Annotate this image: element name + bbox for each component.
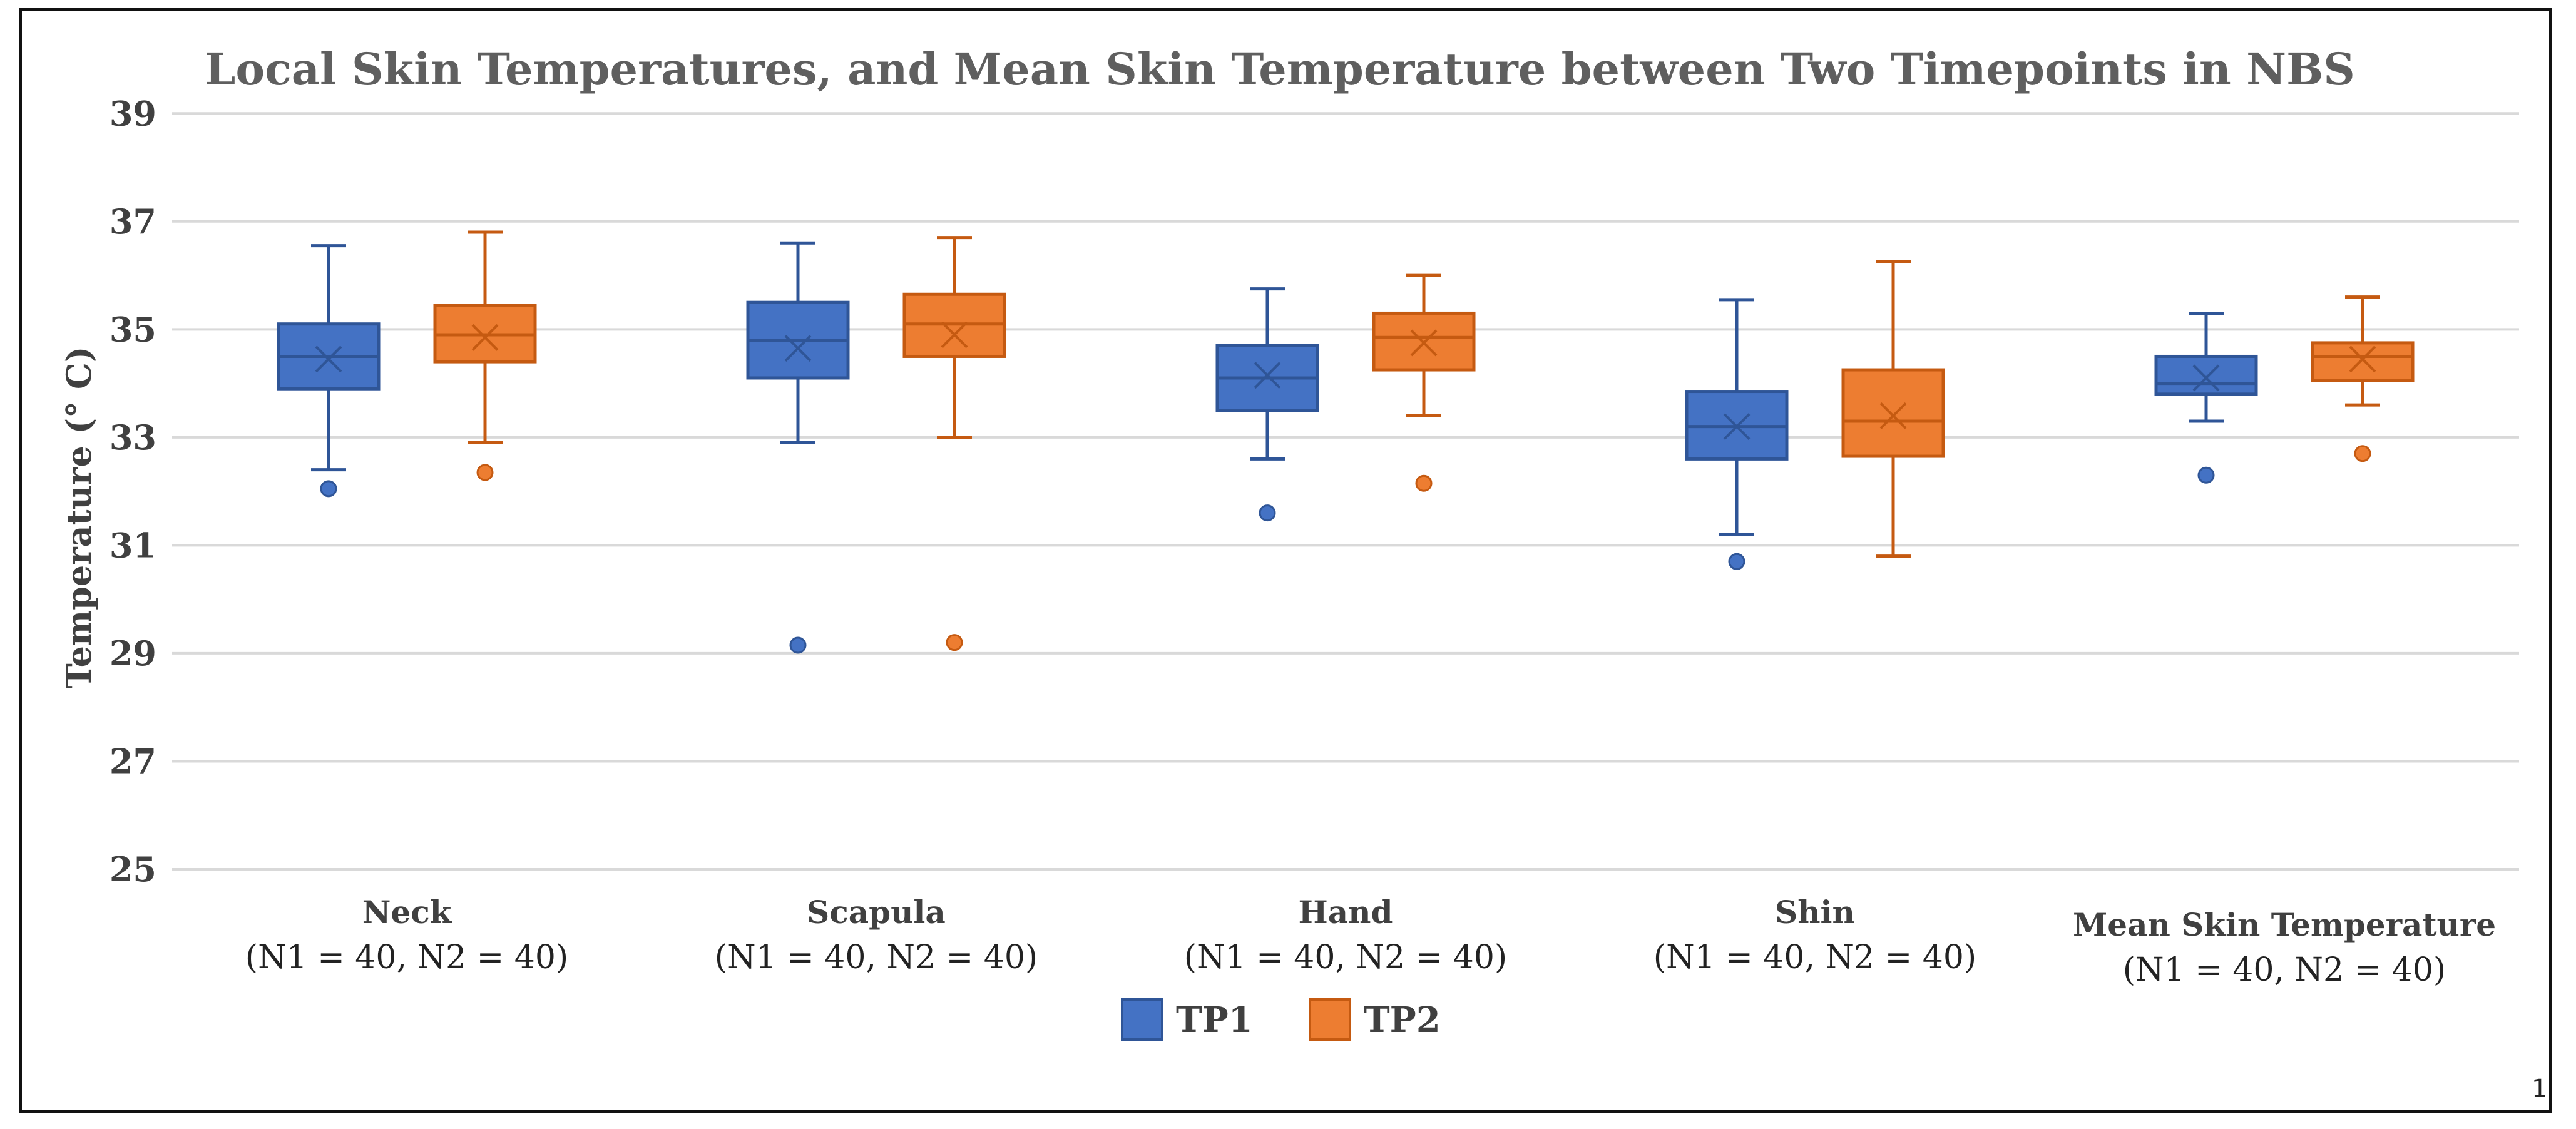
mean-marker — [315, 345, 342, 373]
outlier-point — [2354, 445, 2371, 462]
box-tp2-1 — [902, 236, 1006, 651]
box-tp1-3 — [1685, 298, 1789, 570]
category-label: Shin — [1775, 894, 1855, 931]
outlier-point — [1728, 553, 1745, 570]
mean-marker — [1254, 362, 1281, 389]
outlier-point — [1259, 504, 1276, 522]
mean-marker — [2349, 345, 2376, 373]
chart-frame: Local Skin Temperatures, and Mean Skin T… — [19, 8, 2552, 1113]
mean-marker — [941, 321, 968, 349]
category-label: Scapula — [807, 894, 946, 931]
legend: TP1 TP2 — [1121, 998, 1441, 1041]
box-iqr — [1372, 311, 1476, 372]
mean-marker — [471, 324, 499, 351]
y-tick-labels: 25 27 29 31 33 35 37 39 — [110, 93, 156, 889]
category-n-label: (N1 = 40, N2 = 40) — [2123, 951, 2446, 989]
category-label: Neck — [362, 894, 452, 931]
legend-label-tp2: TP2 — [1364, 999, 1441, 1041]
edge-mark: 1 — [2532, 1075, 2548, 1103]
mean-marker — [1723, 413, 1751, 441]
y-axis-label: Temperature (° C) — [59, 347, 99, 689]
category-n-label: (N1 = 40, N2 = 40) — [1184, 939, 1507, 976]
box-plots — [277, 230, 2415, 654]
category-n-label: (N1 = 40, N2 = 40) — [245, 939, 568, 976]
box-tp2-3 — [1841, 260, 1945, 558]
gridlines — [172, 112, 2519, 871]
box-iqr — [2154, 354, 2258, 396]
box-tp2-0 — [433, 230, 537, 481]
y-tick-label: 25 — [110, 849, 156, 889]
outlier-point — [789, 636, 807, 654]
legend-swatch-tp1 — [1121, 998, 1163, 1041]
box-tp1-1 — [746, 241, 850, 654]
y-tick-label: 39 — [110, 93, 156, 133]
category-label: Hand — [1299, 894, 1393, 931]
category-n-label: (N1 = 40, N2 = 40) — [1653, 939, 1976, 976]
legend-swatch-tp2 — [1309, 998, 1351, 1041]
box-tp2-4 — [2311, 295, 2415, 462]
y-tick-label: 37 — [110, 202, 156, 242]
mean-marker — [784, 335, 812, 362]
y-tick-label: 31 — [110, 525, 156, 565]
y-tick-label: 33 — [110, 417, 156, 457]
box-iqr — [1841, 368, 1945, 458]
category-labels: Neck (N1 = 40, N2 = 40) Scapula (N1 = 40, N… — [245, 894, 2496, 989]
chart-title: Local Skin Temperatures, and Mean Skin T… — [205, 43, 2355, 95]
category-n-label: (N1 = 40, N2 = 40) — [715, 939, 1038, 976]
y-tick-label: 35 — [110, 309, 156, 349]
outlier-point — [320, 480, 337, 498]
y-tick-label: 27 — [110, 741, 156, 781]
outlier-point — [946, 634, 963, 651]
box-tp2-2 — [1372, 273, 1476, 492]
chart-canvas: Local Skin Temperatures, and Mean Skin T… — [59, 43, 2519, 1041]
outlier-point — [1415, 474, 1433, 492]
box-tp1-2 — [1215, 287, 1319, 522]
box-tp1-0 — [277, 244, 381, 498]
legend-label-tp1: TP1 — [1176, 999, 1253, 1041]
y-tick-label: 29 — [110, 633, 156, 673]
outlier-point — [2197, 466, 2215, 484]
mean-marker — [1879, 402, 1907, 429]
box-iqr — [2311, 341, 2415, 382]
category-label: Mean Skin Temperature — [2073, 906, 2496, 943]
mean-marker — [2192, 364, 2220, 392]
mean-marker — [1410, 329, 1438, 357]
box-tp1-4 — [2154, 311, 2258, 484]
outlier-point — [476, 464, 494, 481]
